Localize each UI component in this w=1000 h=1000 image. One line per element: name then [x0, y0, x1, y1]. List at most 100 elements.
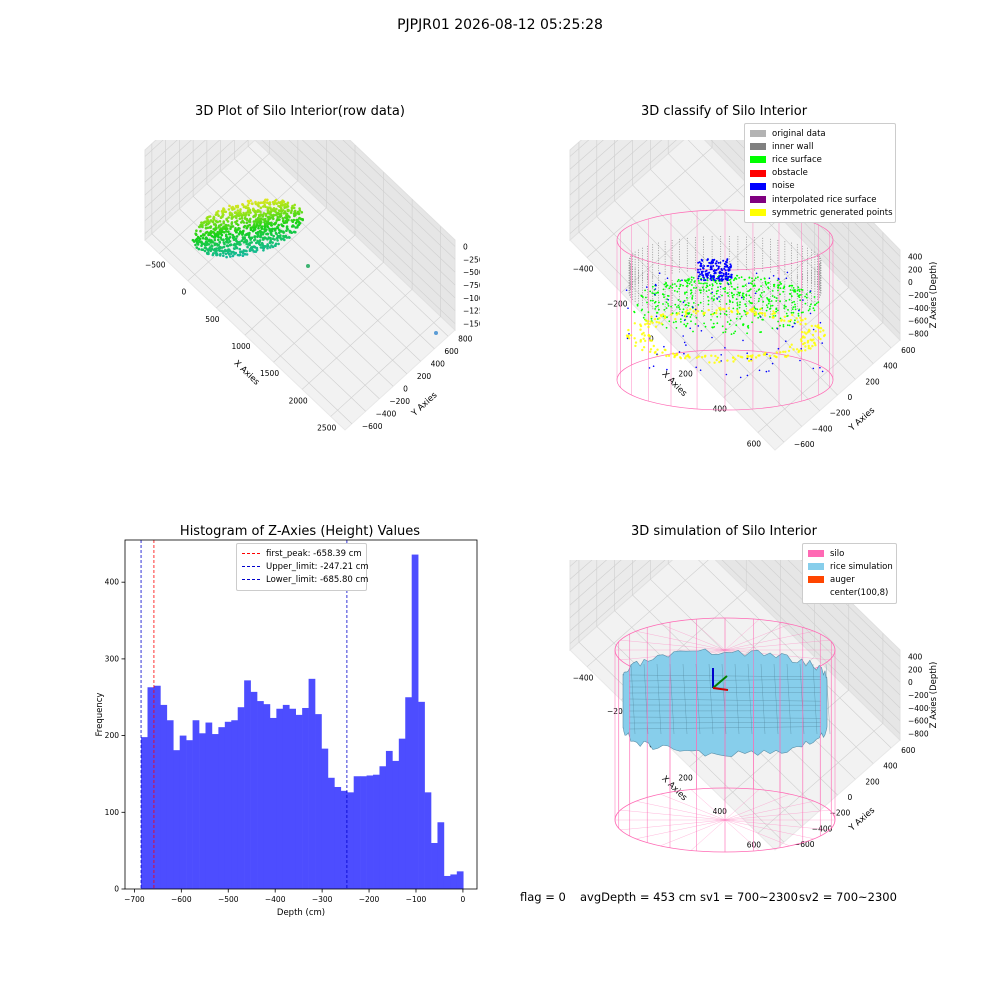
status-sv1: sv1 = 700~2300 — [700, 890, 798, 904]
histogram-bar — [160, 704, 168, 889]
p4-z-axis-label: Z Axies (Depth) — [929, 662, 939, 729]
p1-ytick-label: 800 — [458, 334, 473, 343]
p1-ztick-label: 0 — [463, 242, 468, 251]
histogram-bar — [315, 714, 322, 889]
p4-ytick-label: −200 — [830, 809, 851, 818]
p2-xtick-label: 400 — [713, 405, 728, 414]
p4-y-axis-label: Y Axies — [847, 805, 878, 834]
panel3-title: Histogram of Z-Axies (Height) Values — [179, 524, 421, 539]
histogram-bar — [373, 774, 380, 889]
p1-xtick-label: 500 — [205, 315, 220, 324]
histogram-bar — [257, 701, 264, 889]
legend-rice-simulation: rice simulation — [808, 560, 893, 573]
histogram-bar — [456, 871, 464, 889]
histogram-bar — [398, 738, 406, 889]
histogram-bar — [250, 691, 258, 889]
histogram-legend: first_peak: -658.39 cm Upper_limit: -247… — [236, 543, 369, 591]
histogram-chart: −700 −600 −500 −400 −300 −200 −100 0 0 100 200 300 4… — [95, 539, 478, 918]
p1-ytick-label: −600 — [362, 422, 383, 431]
p2-ytick-label: −400 — [812, 424, 833, 433]
status-flag: flag = 0 — [520, 890, 566, 904]
p4-auger-x — [712, 687, 729, 691]
p4-auger-y — [712, 675, 728, 689]
legend-noise: noise — [750, 180, 890, 193]
p2-z-axis-label: Z Axies (Depth) — [929, 262, 939, 329]
histogram-bar — [211, 734, 219, 889]
p4-xtick-label: −200 — [607, 707, 628, 716]
p1-outlier-point — [434, 331, 438, 335]
histogram-bar — [308, 678, 316, 889]
p2-xtick-label: 200 — [678, 370, 693, 379]
status-sv2: sv2 = 700~2300 — [799, 890, 897, 904]
histogram-bar — [218, 727, 226, 889]
p4-ztick-label: −600 — [908, 717, 929, 726]
histogram-xtick-label: −600 — [171, 895, 192, 904]
histogram-bar — [340, 790, 348, 889]
p1-xtick-label: −500 — [145, 261, 166, 270]
histogram-bar — [186, 740, 193, 889]
legend-lower-limit: Lower_limit: -685.80 cm — [242, 573, 368, 586]
histogram-bar — [282, 704, 290, 889]
p4-ytick-label: 400 — [883, 762, 898, 771]
panel2-title: 3D classify of Silo Interior — [640, 104, 808, 119]
histogram-bar — [237, 707, 245, 889]
histogram-bar — [166, 720, 174, 889]
histogram-bar — [231, 720, 239, 889]
p4-ytick-label: 600 — [901, 746, 916, 755]
histogram-ytick-label: 0 — [114, 885, 119, 894]
histogram-bar — [437, 822, 445, 889]
histogram-bar — [379, 766, 387, 889]
legend-first-peak: first_peak: -658.39 cm — [242, 547, 362, 560]
p2-ztick-label: −600 — [908, 317, 929, 326]
histogram-xtick-label: 0 — [461, 895, 466, 904]
p1-ytick-label: 400 — [431, 359, 446, 368]
histogram-bar — [276, 708, 284, 889]
p2-ztick-label: −400 — [908, 304, 929, 313]
histogram-xtick-label: −700 — [124, 895, 145, 904]
figure-title: PJPJR01 2026-08-12 05:25:28 — [397, 17, 603, 33]
p2-ytick-label: 600 — [901, 346, 916, 355]
legend-auger: auger — [808, 573, 891, 586]
histogram-xtick-label: −100 — [406, 895, 427, 904]
histogram-x-axis-label: Depth (cm) — [277, 908, 325, 918]
histogram-bar — [141, 737, 148, 889]
p4-ztick-label: 0 — [908, 678, 913, 687]
histogram-bar — [205, 722, 213, 889]
p2-ytick-label: −600 — [794, 440, 815, 449]
histogram-bar — [443, 875, 451, 889]
histogram-xtick-label: −300 — [312, 895, 333, 904]
p4-ytick-label: 0 — [848, 793, 853, 802]
histogram-bar — [224, 721, 232, 889]
legend-symmetric-generated-points: symmetric generated points — [750, 206, 893, 219]
p2-xtick-label: 600 — [747, 440, 762, 449]
p1-back-pane — [144, 140, 256, 242]
histogram-bar — [199, 733, 206, 889]
p1-outlier-point — [306, 264, 310, 268]
panel4-title: 3D simulation of Silo Interior — [631, 524, 817, 539]
p1-ztick-label: −1500 — [463, 320, 480, 329]
p2-y-axis-label: Y Axies — [847, 405, 878, 434]
p2-xtick-label: −400 — [573, 265, 594, 274]
histogram-bar — [295, 714, 303, 889]
histogram-bar — [192, 720, 200, 889]
histogram-bar — [353, 776, 361, 889]
p2-ztick-label: −800 — [908, 330, 929, 339]
legend-center: center(100,8) — [830, 588, 889, 599]
histogram-bar — [321, 748, 329, 889]
legend-rice-surface: rice surface — [750, 153, 890, 166]
p4-ytick-label: −400 — [812, 824, 833, 833]
p4-ytick-label: −600 — [794, 840, 815, 849]
p2-ztick-label: 200 — [908, 265, 923, 274]
p1-y-axis-label: Y Axies — [409, 390, 440, 419]
histogram-bar — [269, 717, 277, 889]
p1-ztick-label: −1250 — [463, 307, 480, 316]
p2-xtick-label: −200 — [607, 300, 628, 309]
histogram-bar — [418, 701, 425, 889]
histogram-bar — [360, 776, 367, 889]
histogram-ytick-label: 400 — [105, 578, 120, 587]
p4-xtick-label: 600 — [747, 840, 762, 849]
panel1-title: 3D Plot of Silo Interior(row data) — [195, 104, 405, 119]
legend-upper-limit: Upper_limit: -247.21 cm — [242, 560, 369, 573]
p1-ytick-label: 0 — [403, 384, 408, 393]
p2-xtick-label: 0 — [649, 335, 654, 344]
